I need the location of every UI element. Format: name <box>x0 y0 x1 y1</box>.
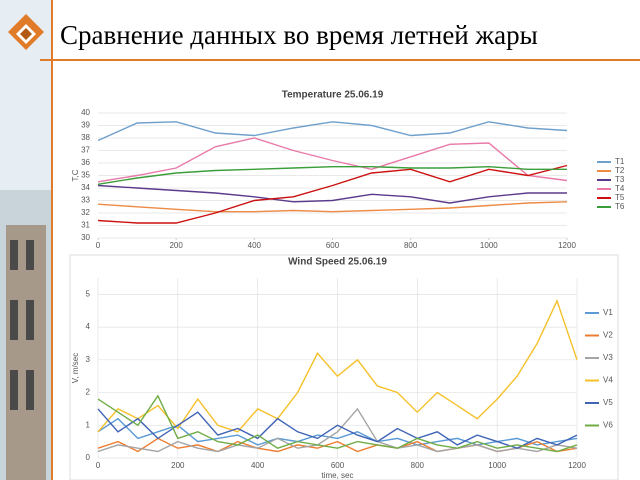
legend-label: T4 <box>615 184 625 193</box>
y-tick-label: 33 <box>81 196 90 205</box>
x-tick-label: 0 <box>96 241 101 250</box>
series-line <box>97 407 578 453</box>
x-tick-label: 200 <box>171 461 185 470</box>
series-line <box>97 164 568 224</box>
chart-title: Wind Speed 25.06.19 <box>288 257 387 268</box>
y-axis-label: V, m/sec <box>71 353 80 383</box>
series-line <box>97 394 578 453</box>
x-tick-label: 1200 <box>568 461 586 470</box>
x-tick-label: 0 <box>96 461 101 470</box>
series-line <box>97 408 578 449</box>
x-tick-label: 400 <box>251 461 265 470</box>
legend-label: T1 <box>615 157 625 166</box>
y-axis-label: T,C <box>71 169 80 181</box>
series-line <box>97 165 567 185</box>
series-line <box>97 137 568 183</box>
legend-label: T5 <box>615 193 625 202</box>
x-tick-label: 400 <box>248 241 262 250</box>
x-tick-label: 800 <box>411 461 425 470</box>
y-tick-label: 38 <box>81 133 90 142</box>
legend-label: V3 <box>603 353 613 362</box>
slide-title: Сравнение данных во время летней жары <box>60 20 538 50</box>
x-tick-label: 1200 <box>558 241 576 250</box>
legend-label: V4 <box>603 376 613 385</box>
chart-title: Temperature 25.06.19 <box>282 90 384 101</box>
x-tick-label: 1000 <box>488 461 506 470</box>
logo <box>8 14 44 50</box>
legend-label: T2 <box>615 166 625 175</box>
y-tick-label: 37 <box>81 146 90 155</box>
legend-label: V5 <box>603 398 613 407</box>
legend-label: V1 <box>603 308 613 317</box>
sidebar-image <box>0 0 52 480</box>
legend-label: T6 <box>615 202 625 211</box>
y-tick-label: 1 <box>86 420 91 429</box>
y-tick-label: 35 <box>81 171 90 180</box>
y-tick-label: 0 <box>86 453 91 462</box>
y-tick-label: 36 <box>81 158 90 167</box>
x-axis-label: time, sec <box>321 471 353 480</box>
y-tick-label: 31 <box>81 221 90 230</box>
y-tick-label: 3 <box>86 355 91 364</box>
y-tick-label: 39 <box>81 121 90 130</box>
x-tick-label: 200 <box>169 241 183 250</box>
y-tick-label: 34 <box>81 183 90 192</box>
x-tick-label: 600 <box>331 461 345 470</box>
series-line <box>97 299 578 433</box>
chart-frame <box>69 254 619 480</box>
legend-label: T3 <box>615 175 625 184</box>
legend-label: V2 <box>603 331 613 340</box>
x-tick-label: 600 <box>326 241 340 250</box>
y-tick-label: 32 <box>81 208 90 217</box>
y-tick-label: 30 <box>81 233 90 242</box>
y-tick-label: 5 <box>86 289 91 298</box>
x-tick-label: 1000 <box>480 241 498 250</box>
series-line <box>97 201 568 213</box>
y-tick-label: 4 <box>86 322 91 331</box>
series-line <box>97 121 568 142</box>
y-tick-label: 40 <box>81 108 90 117</box>
y-tick-label: 2 <box>86 388 91 397</box>
legend-label: V6 <box>603 421 613 430</box>
x-tick-label: 800 <box>404 241 418 250</box>
series-line <box>97 184 567 204</box>
